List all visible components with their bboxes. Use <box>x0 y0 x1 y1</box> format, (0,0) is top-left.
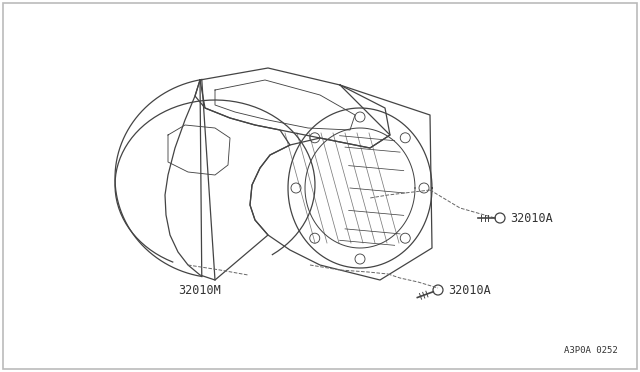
Text: 32010A: 32010A <box>510 212 553 224</box>
Text: A3P0A 0252: A3P0A 0252 <box>564 346 618 355</box>
Text: 32010A: 32010A <box>448 283 491 296</box>
Text: 32010M: 32010M <box>178 283 221 296</box>
